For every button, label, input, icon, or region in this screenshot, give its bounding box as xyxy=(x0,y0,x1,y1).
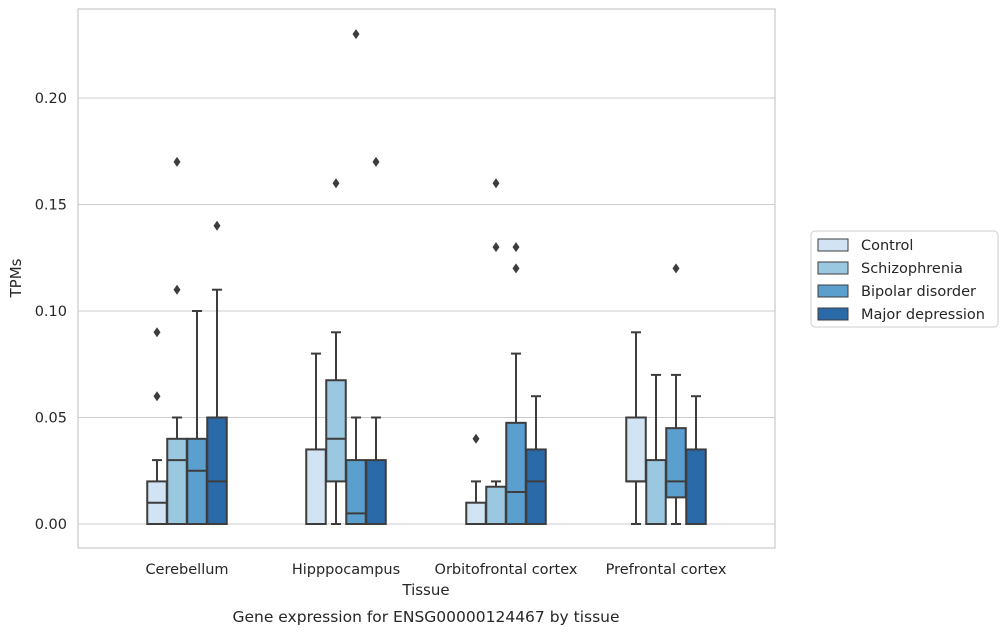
box xyxy=(186,437,208,525)
outlier-point xyxy=(372,156,380,167)
legend-swatch xyxy=(817,238,849,252)
legend-frame xyxy=(810,230,999,328)
y-tick-label: 0.15 xyxy=(35,198,67,214)
y-tick-label: 0.10 xyxy=(35,304,67,320)
legend: Control Schizophrenia Bipolar disorder Majo… xyxy=(810,230,999,328)
box xyxy=(685,448,707,526)
y-tick-label: 0.20 xyxy=(35,91,67,107)
box xyxy=(305,448,327,526)
box xyxy=(206,416,228,525)
box-group xyxy=(206,220,228,525)
box-group xyxy=(325,178,347,525)
box xyxy=(345,459,367,526)
box-group xyxy=(485,178,507,526)
y-tick-label: 0.05 xyxy=(35,411,67,427)
x-tick-label: Cerebellum xyxy=(145,562,228,578)
box-group xyxy=(685,395,707,526)
x-tick-label: Prefrontal cortex xyxy=(606,562,727,578)
box-group xyxy=(665,263,687,525)
outlier-point xyxy=(492,242,500,253)
box-series xyxy=(146,29,707,526)
box xyxy=(485,485,507,526)
box xyxy=(645,459,667,526)
box-group xyxy=(365,156,387,526)
x-tick-label: Orbitofrontal cortex xyxy=(435,562,578,578)
box xyxy=(525,448,547,526)
box xyxy=(465,501,487,526)
outlier-point xyxy=(213,220,221,231)
plot-frame xyxy=(77,8,776,549)
box-group xyxy=(305,352,327,526)
outlier-point xyxy=(153,391,161,402)
y-tick-labels: 0.00 0.05 0.10 0.15 0.20 xyxy=(35,91,67,533)
box-group xyxy=(186,310,208,525)
box xyxy=(365,459,387,526)
outlier-point xyxy=(672,263,680,274)
legend-swatch xyxy=(817,261,849,275)
outlier-point xyxy=(512,242,520,253)
legend-swatch xyxy=(817,284,849,298)
outlier-point xyxy=(332,178,340,189)
box-group xyxy=(525,395,547,526)
box xyxy=(325,379,347,483)
y-tick-label: 0.00 xyxy=(35,517,67,533)
outlier-point xyxy=(173,156,181,167)
legend-label: Control xyxy=(861,238,913,254)
outlier-point xyxy=(153,327,161,338)
x-tick-labels: Cerebellum Hipppocampus Orbitofrontal cort… xyxy=(145,562,726,578)
outlier-point xyxy=(512,263,520,274)
box-group xyxy=(166,156,188,525)
box-group xyxy=(345,29,367,526)
x-tick-label: Hipppocampus xyxy=(292,562,400,578)
outlier-point xyxy=(352,29,360,40)
box-group xyxy=(146,327,168,525)
box xyxy=(665,427,687,499)
x-axis-label: Tissue xyxy=(401,581,449,599)
legend-label: Major depression xyxy=(861,307,985,323)
box-group xyxy=(645,373,667,526)
legend-swatch xyxy=(817,307,849,321)
chart-caption: Gene expression for ENSG00000124467 by t… xyxy=(232,608,619,626)
box xyxy=(505,421,527,526)
outlier-point xyxy=(472,433,480,444)
outlier-point xyxy=(492,178,500,189)
box xyxy=(166,437,188,525)
legend-label: Schizophrenia xyxy=(861,261,963,277)
y-axis-label: TPMs xyxy=(7,258,25,298)
box xyxy=(625,416,647,483)
outlier-point xyxy=(173,284,181,295)
legend-label: Bipolar disorder xyxy=(861,284,976,300)
box-group xyxy=(625,331,647,525)
